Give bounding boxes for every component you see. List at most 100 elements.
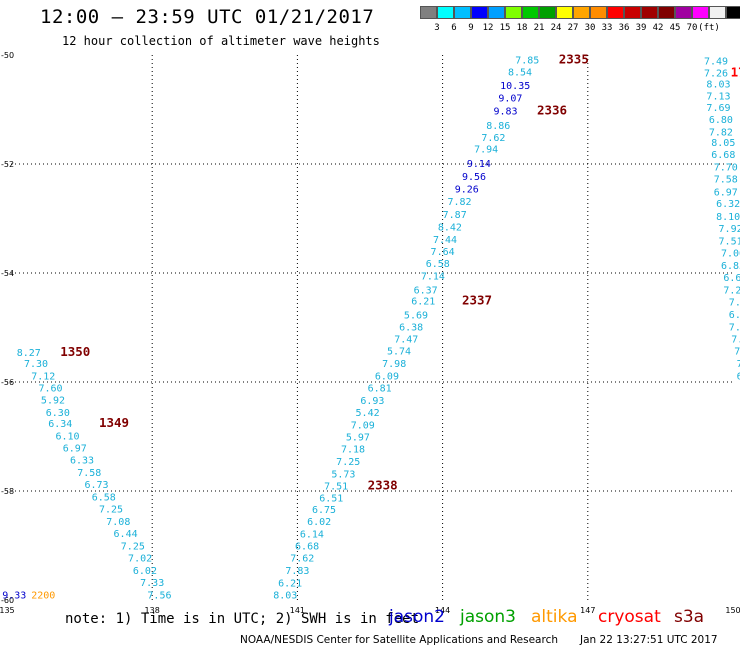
wave-height-value: 7.49 [704, 56, 728, 67]
wave-height-value: 7.2 [729, 297, 740, 308]
wave-height-value: 6.97 [714, 187, 738, 198]
wave-height-value: 7.82 [709, 127, 733, 138]
legend-entry-jason2: jason2 [389, 607, 445, 627]
wave-height-value: 6.44 [114, 529, 138, 540]
wave-height-value: 6.73 [84, 480, 108, 491]
scale-swatch [454, 6, 471, 19]
scale-label: 33 [601, 23, 613, 33]
x-tick-label: 144 [435, 606, 450, 615]
wave-height-value: 7.51 [324, 482, 348, 493]
scale-swatch [437, 6, 454, 19]
wave-height-value: 7.98 [382, 359, 406, 370]
scale-label: 30 [584, 23, 596, 33]
wave-height-value: 5.69 [404, 310, 428, 321]
wave-height-value: 7.23 [723, 285, 740, 296]
wave-height-value: 7.02 [128, 553, 152, 564]
wave-height-value: 7.58 [77, 468, 101, 479]
wave-height-value: 7.82 [447, 197, 471, 208]
wave-height-value: 8.86 [486, 121, 510, 132]
wave-height-value: 7.60 [39, 383, 63, 394]
x-tick-label: 135 [0, 606, 15, 615]
chart-subtitle: 12 hour collection of altimeter wave hei… [62, 34, 380, 48]
pass-number-label: 1350 [60, 344, 90, 359]
scale-swatch [420, 6, 437, 19]
scale-swatch [471, 6, 488, 19]
wave-height-value: 7.14 [421, 272, 445, 283]
scale-swatch [692, 6, 709, 19]
scale-swatch [641, 6, 658, 19]
wave-height-value: 6.97 [63, 443, 87, 454]
legend-entry-s3a: s3a [674, 607, 705, 627]
scale-label: (ft) [698, 23, 720, 33]
wave-height-value: 9.56 [462, 172, 486, 183]
scale-label: 12 [482, 23, 494, 33]
scale-swatch [675, 6, 692, 19]
legend-entry-cryosat: cryosat [598, 607, 661, 627]
wave-height-value: 9.14 [467, 159, 491, 170]
pass-number-label: 17 [731, 64, 740, 79]
pass-number-label: 2336 [537, 103, 567, 118]
footnote: note: 1) Time is in UTC; 2) SWH is in fe… [65, 611, 420, 627]
scale-label: 6 [451, 23, 457, 33]
wave-height-value: 8.03 [706, 79, 730, 90]
wave-height-value: 7.70 [714, 163, 738, 174]
chart-title: 12:00 – 23:59 UTC 01/21/2017 [40, 6, 375, 28]
wave-height-value: 7.26 [704, 68, 728, 79]
scale-label: 24 [550, 23, 562, 33]
scale-swatch [556, 6, 573, 19]
wave-height-value: 6.02 [133, 566, 157, 577]
scale-swatch [624, 6, 641, 19]
wave-height-value: 2200 [31, 591, 55, 602]
y-tick-label: -60 [1, 596, 14, 605]
wave-height-value: 8.54 [508, 67, 532, 78]
wave-height-value: 6.21 [278, 579, 302, 590]
wave-height-value: 7.64 [431, 247, 455, 258]
wave-height-value: 8.05 [711, 138, 735, 149]
wave-height-value: 6.32 [716, 199, 740, 210]
x-tick-label: 138 [145, 606, 160, 615]
legend-entry-jason3: jason3 [460, 607, 516, 627]
generated-timestamp: Jan 22 13:27:51 UTC 2017 [580, 634, 718, 646]
y-tick-label: -56 [1, 378, 14, 387]
wave-height-value: 5.92 [41, 395, 65, 406]
y-tick-label: -54 [1, 269, 14, 278]
pass-number-label: 2335 [559, 51, 589, 66]
wave-height-value: 7.18 [341, 444, 365, 455]
wave-height-value: 6.80 [709, 115, 733, 126]
wave-height-value: 6. [737, 371, 740, 382]
wave-height-value: 7.83 [285, 566, 309, 577]
scale-label: 9 [468, 23, 474, 33]
scale-label: 42 [652, 23, 664, 33]
wave-height-value: 6.21 [411, 296, 435, 307]
scale-label: 27 [567, 23, 579, 33]
wave-height-value: 6.02 [307, 517, 331, 528]
wave-height-value: 5.73 [331, 470, 355, 481]
y-tick-label: -58 [1, 487, 14, 496]
wave-height-value: 7. [734, 346, 740, 357]
scale-label: 21 [533, 23, 545, 33]
wave-height-value: 6.14 [300, 530, 324, 541]
wave-height-value: 7.87 [443, 210, 467, 221]
scale-label: 39 [635, 23, 647, 33]
scale-label: 15 [499, 23, 511, 33]
wave-height-value: 7.12 [31, 371, 55, 382]
wave-height-value: 6.38 [399, 322, 423, 333]
wave-height-value: 7. [737, 359, 740, 370]
scale-swatch [573, 6, 590, 19]
wave-height-value: 8.27 [17, 348, 41, 359]
wave-height-value: 9.26 [455, 185, 479, 196]
wave-height-value: 5.42 [356, 408, 380, 419]
pass-number-label: 2337 [462, 292, 492, 307]
wave-height-value: 6.10 [55, 431, 79, 442]
wave-height-value: 6.51 [319, 494, 343, 505]
scale-swatch [590, 6, 607, 19]
legend-entry-altika: altika [531, 607, 578, 627]
wave-height-value: 7.92 [719, 224, 740, 235]
wave-height-value: 7.44 [433, 235, 457, 246]
wave-height-value: 7.3 [731, 334, 740, 345]
wave-height-value: 6.30 [46, 408, 70, 419]
wave-height-value: 7.25 [336, 457, 360, 468]
wave-height-value: 6.81 [368, 383, 392, 394]
wave-height-value: 7.06 [721, 248, 740, 259]
